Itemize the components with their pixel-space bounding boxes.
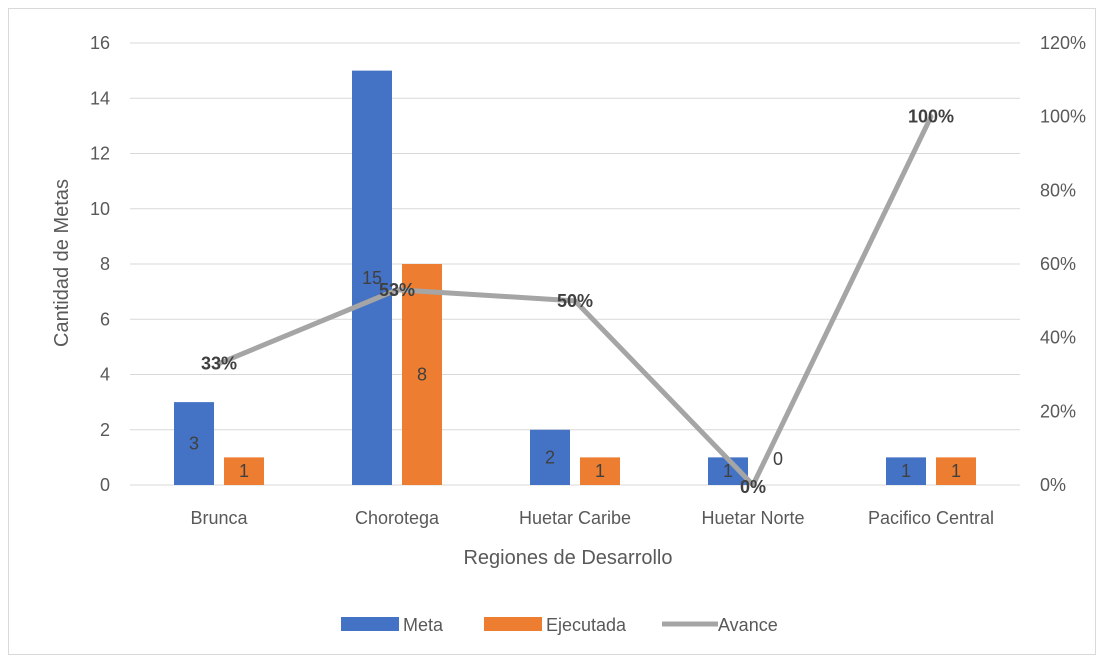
bar-data-label: 8 xyxy=(417,365,427,385)
bar-data-label: 3 xyxy=(189,434,199,454)
avance-line-group xyxy=(216,114,934,488)
x-category-label: Huetar Norte xyxy=(701,508,804,528)
y2-tick-label: 40% xyxy=(1040,328,1076,348)
bar-data-label: 0 xyxy=(773,449,783,469)
bar-data-label: 1 xyxy=(951,461,961,481)
bar-data-label: 1 xyxy=(595,461,605,481)
y-axis-ticks: 0 2 4 6 8 10 12 14 16 xyxy=(90,33,110,495)
x-axis-title: Regiones de Desarrollo xyxy=(463,547,672,569)
legend-swatch-meta xyxy=(341,617,399,631)
bar-ejecutada-4 xyxy=(936,457,976,485)
x-category-label: Brunca xyxy=(190,508,248,528)
avance-line xyxy=(216,114,934,488)
avance-data-label: 33% xyxy=(201,353,237,373)
bar-data-label: 1 xyxy=(239,461,249,481)
bar-meta-0 xyxy=(174,402,214,485)
y-tick-label: 8 xyxy=(100,254,110,274)
y-tick-label: 4 xyxy=(100,365,110,385)
x-axis-ticks: Brunca Chorotega Huetar Caribe Huetar Norte… xyxy=(190,508,994,528)
y-tick-label: 12 xyxy=(90,144,110,164)
chart-frame xyxy=(8,8,1096,655)
y2-tick-label: 0% xyxy=(1040,475,1066,495)
y-axis-title: Cantidad de Metas xyxy=(51,179,73,347)
legend: Meta Ejecutada Avance xyxy=(341,615,778,635)
y2-tick-label: 60% xyxy=(1040,254,1076,274)
legend-label-ejecutada: Ejecutada xyxy=(546,615,627,635)
y-tick-label: 10 xyxy=(90,199,110,219)
y2-tick-label: 80% xyxy=(1040,180,1076,200)
bars-group xyxy=(174,70,976,485)
legend-label-avance: Avance xyxy=(718,615,778,635)
y2-tick-label: 20% xyxy=(1040,401,1076,421)
bar-data-label: 1 xyxy=(901,461,911,481)
avance-data-label: 50% xyxy=(557,291,593,311)
legend-swatch-ejecutada xyxy=(484,617,542,631)
bar-data-label: 2 xyxy=(545,447,555,467)
avance-data-label: 53% xyxy=(379,280,415,300)
avance-data-label: 100% xyxy=(908,107,954,127)
y-tick-label: 16 xyxy=(90,33,110,53)
bar-meta-2 xyxy=(530,429,570,485)
x-category-label: Pacifico Central xyxy=(868,508,994,528)
bar-meta-1 xyxy=(352,70,392,485)
y-tick-label: 2 xyxy=(100,420,110,440)
y-tick-label: 0 xyxy=(100,475,110,495)
y2-tick-label: 120% xyxy=(1040,33,1086,53)
x-category-label: Chorotega xyxy=(355,508,440,528)
bar-ejecutada-0 xyxy=(224,457,264,485)
bar-ejecutada-1 xyxy=(402,264,442,485)
gridlines xyxy=(130,42,1020,486)
avance-data-label: 0% xyxy=(740,477,766,497)
bar-data-label: 15 xyxy=(362,268,382,288)
x-category-label: Huetar Caribe xyxy=(519,508,631,528)
y2-tick-label: 100% xyxy=(1040,107,1086,127)
legend-label-meta: Meta xyxy=(403,615,444,635)
y-tick-label: 14 xyxy=(90,88,110,108)
y2-axis-ticks: 0% 20% 40% 60% 80% 100% 120% xyxy=(1040,33,1086,495)
y-tick-label: 6 xyxy=(100,309,110,329)
bar-data-label: 1 xyxy=(723,461,733,481)
avance-labels-group: 33% 53% 50% 0% 100% xyxy=(201,107,954,497)
bar-labels-group: 3 1 15 8 2 1 1 0 1 1 xyxy=(189,268,961,481)
bar-ejecutada-2 xyxy=(580,457,620,485)
bar-meta-4 xyxy=(886,457,926,485)
